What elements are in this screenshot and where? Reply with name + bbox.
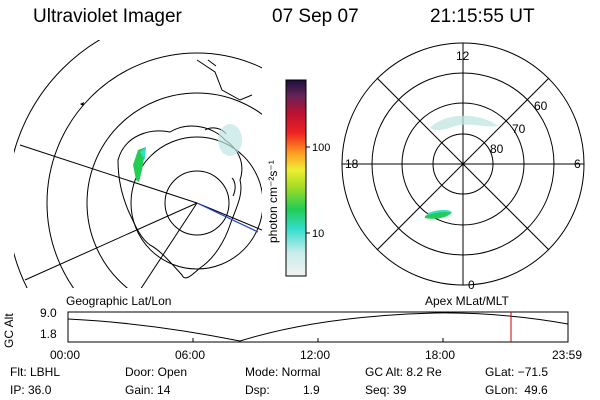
left-map-title: Geographic Lat/Lon [66,294,172,308]
spacecraft-track [196,202,259,233]
right-map-title: Apex MLat/MLT [425,294,509,308]
xtick-1200: 12:00 [300,348,331,362]
altitude-plot [67,311,569,343]
info-gain: Gain: 14 [125,383,171,397]
colorbar: 100 10 photon cm⁻²s⁻¹ [266,79,330,277]
colorbar-tick-100: 100 [312,142,330,154]
app-title: Ultraviolet Imager [33,6,182,27]
xtick-1800: 18:00 [425,348,456,362]
mlt-label-0: 0 [468,278,475,292]
time-display: 21:15:55 UT [430,6,535,27]
info-mode: Mode: Normal [245,365,321,379]
lat-label-80: 80 [490,142,504,156]
lat-label-70: 70 [512,122,526,136]
xtick-2359: 23:59 [552,348,583,362]
mlt-label-18: 18 [345,157,359,171]
colorbar-gradient [285,79,307,277]
info-dsp-label: Dsp: [245,383,270,397]
info-gc-alt: GC Alt: 8.2 Re [365,365,442,379]
info-seq: Seq: 39 [365,383,407,397]
mlt-label-12: 12 [456,49,470,63]
polar-plot: 12 18 6 0 60 70 80 [341,42,585,292]
colorbar-unit-label: photon cm⁻²s⁻¹ [266,160,280,243]
info-glon: GLon: 49.6 [485,383,548,397]
info-door: Door: Open [125,365,188,379]
xtick-0600: 06:00 [175,348,206,362]
aurora-spot-right [425,211,452,219]
altitude-ymax: 9.0 [40,306,57,320]
info-ip: IP: 36.0 [10,383,52,397]
colorbar-tick-10: 10 [312,228,324,240]
altitude-plot-frame [67,311,569,343]
altitude-ylabel: GC Alt [2,313,16,348]
altitude-curve [67,312,569,342]
mlt-label-6: 6 [574,157,581,171]
lat-label-60: 60 [534,99,548,113]
info-glat: GLat: −71.5 [485,365,549,379]
geographic-map [14,40,262,288]
xtick-0000: 00:00 [50,348,81,362]
north-marker [80,102,84,106]
date-display: 07 Sep 07 [272,6,359,27]
altitude-ymin: 1.8 [40,327,57,341]
info-filter: Flt: LBHL [10,365,61,379]
info-dsp-value: 1.9 [303,383,320,397]
